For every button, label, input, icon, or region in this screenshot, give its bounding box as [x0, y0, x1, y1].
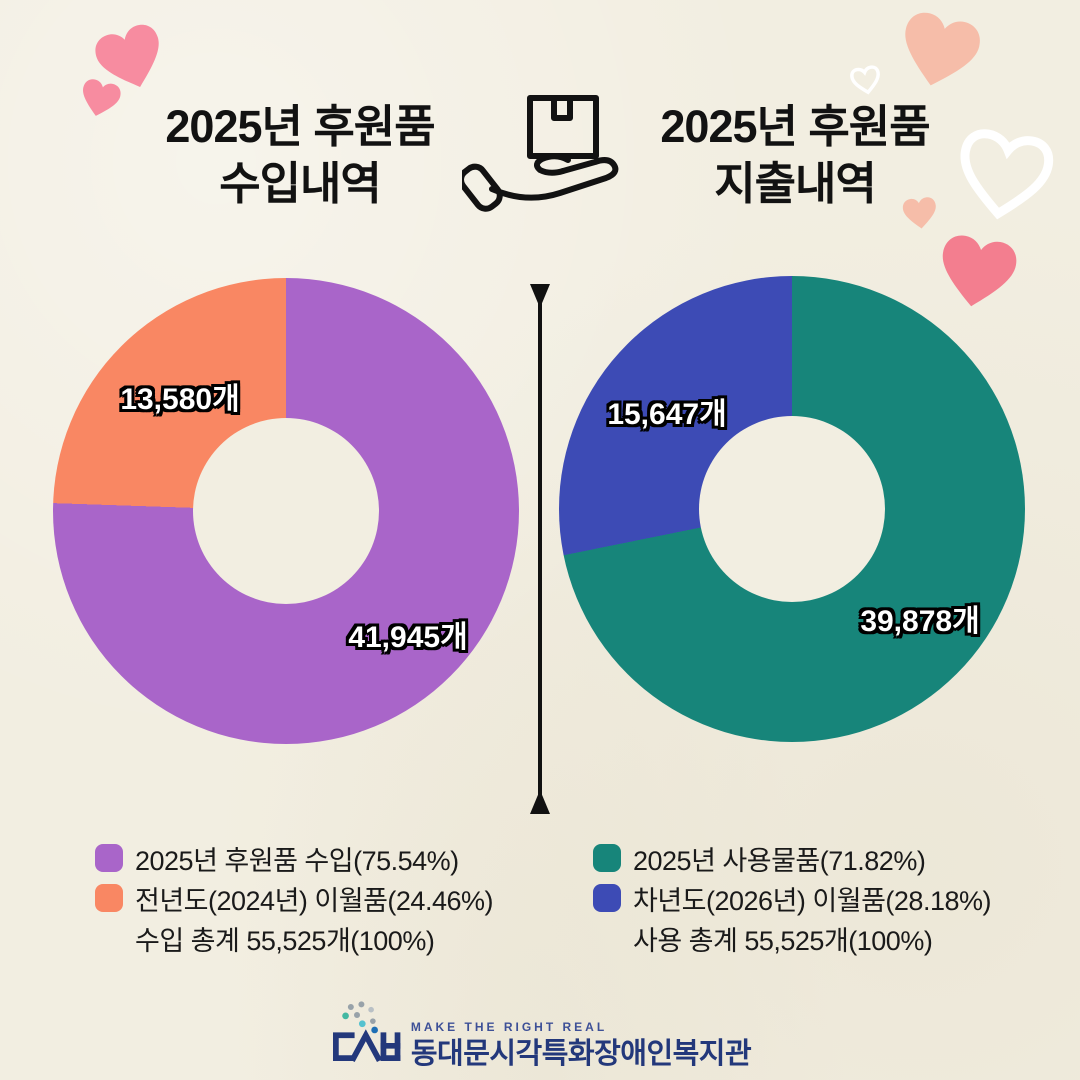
- expense-donut-chart: [559, 276, 1025, 742]
- heart-icon: [890, 5, 988, 99]
- organization-name: 동대문시각특화장애인복지관: [410, 1038, 752, 1070]
- income-total-label: 수입 총계 55,525개(100%): [135, 925, 435, 956]
- legend-label: 2025년 후원품 수입(75.54%): [135, 845, 459, 876]
- legend-row: 차년도(2026년) 이월품(28.18%): [593, 883, 991, 916]
- divider-bottom-triangle: [530, 790, 550, 814]
- right-title-line1: 2025년 후원품: [660, 101, 930, 152]
- expense-main-label: 39,878개: [860, 605, 980, 638]
- donut-hole: [699, 416, 885, 602]
- income-donut-chart: [53, 278, 519, 744]
- income-main-swatch: [95, 844, 123, 872]
- legend-label: 차년도(2026년) 이월품(28.18%): [633, 885, 991, 916]
- left-title-line1: 2025년 후원품: [165, 101, 435, 152]
- legend-row: 2025년 후원품 수입(75.54%): [95, 843, 493, 876]
- hand-giving-box-icon: [458, 92, 630, 212]
- expense-total-label: 사용 총계 55,525개(100%): [633, 925, 933, 956]
- chart-divider: [529, 284, 551, 814]
- heart-icon: [75, 75, 125, 122]
- heart-icon: [900, 195, 939, 232]
- right-title-line2: 지출내역: [714, 158, 877, 209]
- expense-carryover-label: 15,647개: [607, 398, 727, 431]
- income-main-label: 41,945개: [348, 621, 468, 654]
- organization-logo-text: MAKE THE RIGHT REAL 동대문시각특화장애인복지관: [410, 1020, 752, 1072]
- donut-hole: [193, 418, 379, 604]
- organization-logo-icon: [329, 1000, 403, 1072]
- legend-row: 사용 총계 55,525개(100%): [593, 923, 991, 956]
- expense-legend: 2025년 사용물품(71.82%) 차년도(2026년) 이월품(28.18%…: [593, 843, 991, 963]
- organization-tagline: MAKE THE RIGHT REAL: [410, 1020, 608, 1034]
- divider-line: [538, 294, 542, 804]
- legend-row: 수입 총계 55,525개(100%): [95, 923, 493, 956]
- heart-icon: [930, 229, 1024, 316]
- right-chart-title: 2025년 후원품 지출내역: [585, 98, 1005, 212]
- left-chart-title: 2025년 후원품 수입내역: [90, 98, 510, 212]
- income-carryover-swatch: [95, 884, 123, 912]
- left-title-line2: 수입내역: [219, 158, 382, 209]
- heart-icon: [848, 63, 885, 97]
- income-legend: 2025년 후원품 수입(75.54%) 전년도(2024년) 이월품(24.4…: [95, 843, 493, 963]
- expense-main-swatch: [593, 844, 621, 872]
- heart-icon: [941, 122, 1066, 230]
- legend-label: 2025년 사용물품(71.82%): [633, 845, 926, 876]
- legend-row: 전년도(2024년) 이월품(24.46%): [95, 883, 493, 916]
- heart-icon: [88, 17, 175, 101]
- expense-carryover-swatch: [593, 884, 621, 912]
- legend-label: 전년도(2024년) 이월품(24.46%): [135, 885, 493, 916]
- legend-row: 2025년 사용물품(71.82%): [593, 843, 991, 876]
- organization-logo: MAKE THE RIGHT REAL 동대문시각특화장애인복지관: [329, 1000, 752, 1072]
- income-carryover-label: 13,580개: [120, 383, 240, 416]
